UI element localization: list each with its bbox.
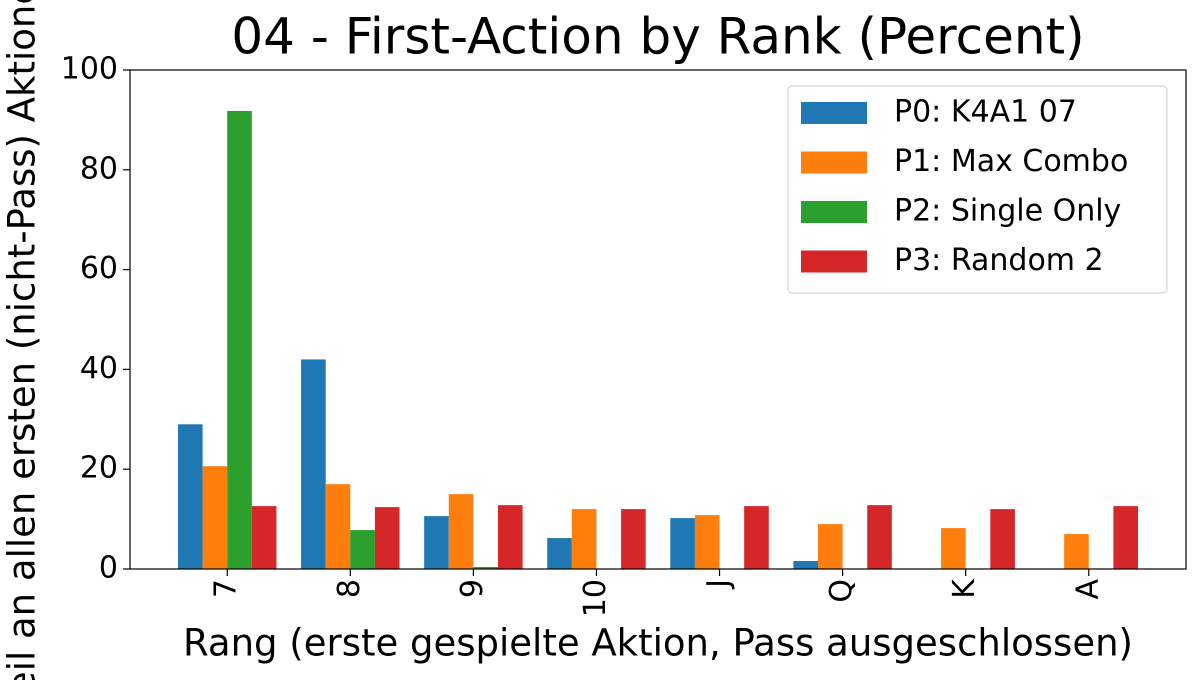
bar <box>178 424 203 569</box>
bar <box>818 524 843 569</box>
bar <box>301 359 326 569</box>
bar <box>670 518 695 569</box>
legend-label: P2: Single Only <box>894 194 1121 229</box>
legend-label: P0: K4A1 07 <box>894 95 1077 130</box>
y-tick-label: 80 <box>80 151 118 186</box>
legend-swatch <box>801 201 867 223</box>
y-tick-label: 100 <box>61 52 118 87</box>
legend-label: P3: Random 2 <box>894 243 1104 278</box>
bar <box>350 530 375 569</box>
x-tick-label: J <box>701 579 736 590</box>
bar <box>374 507 400 569</box>
legend-swatch <box>801 151 867 174</box>
legend-swatch <box>801 250 867 273</box>
bar <box>473 567 498 569</box>
x-tick-label: 7 <box>209 579 244 598</box>
bar <box>793 561 818 569</box>
bar <box>251 506 277 569</box>
bar <box>547 538 572 569</box>
x-axis-label: Rang (erste gespielte Aktion, Pass ausge… <box>183 622 1133 665</box>
bar <box>990 509 1015 569</box>
bar <box>621 509 646 569</box>
x-tick-label: Q <box>824 579 859 603</box>
bar <box>1113 506 1138 569</box>
legend-box <box>787 85 1168 294</box>
bar <box>498 505 523 569</box>
legend-swatch <box>801 102 867 124</box>
bar <box>867 505 892 569</box>
y-tick-label: 0 <box>99 551 118 586</box>
y-tick-label: 60 <box>80 251 118 286</box>
x-tick-label: 8 <box>332 579 367 598</box>
bar <box>571 509 597 569</box>
y-axis-label: Anteil an allen ersten (nicht-Pass) Akti… <box>1 0 44 680</box>
x-tick-label: K <box>947 578 982 599</box>
legend-label: P1: Max Combo <box>894 144 1128 179</box>
x-tick-label: 9 <box>455 579 490 598</box>
chart-title: 04 - First-Action by Rank (Percent) <box>231 8 1084 66</box>
x-tick-label: 10 <box>578 579 613 617</box>
bar <box>202 466 228 569</box>
plot-frame <box>129 69 1187 570</box>
y-tick-label: 20 <box>80 451 118 486</box>
bar <box>448 494 474 569</box>
bar <box>424 516 449 569</box>
bar <box>1064 534 1089 569</box>
bar <box>325 484 351 569</box>
y-tick-label: 40 <box>80 351 118 386</box>
bar <box>941 528 966 569</box>
x-tick-label: A <box>1070 579 1105 600</box>
bar <box>694 515 720 569</box>
bar <box>227 110 252 569</box>
bar <box>744 506 769 569</box>
